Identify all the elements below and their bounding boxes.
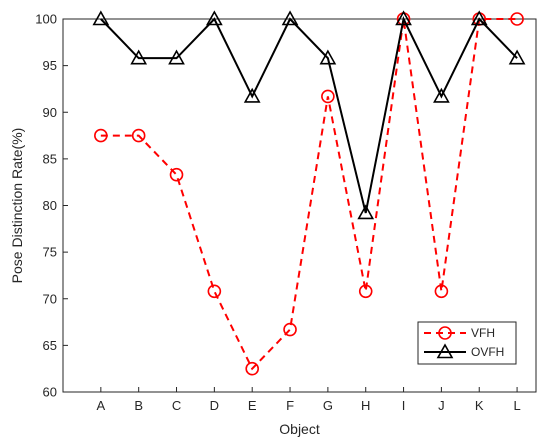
x-axis-label: Object — [279, 421, 320, 437]
y-tick-label: 80 — [43, 198, 57, 213]
legend-ovfh-marker — [436, 343, 454, 359]
legend-vfh-marker — [438, 326, 452, 340]
y-tick-label: 75 — [43, 245, 57, 260]
legend-box — [417, 321, 517, 365]
x-tick-label: L — [513, 398, 520, 413]
series-ovfh-point — [470, 10, 488, 26]
series-ovfh-line — [100, 15, 518, 214]
series-vfh-point — [169, 167, 184, 182]
series-ovfh-point — [205, 10, 223, 26]
legend-ovfh-label: OVFH — [471, 345, 504, 359]
x-tick-label: J — [438, 398, 445, 413]
x-tick-label: E — [248, 398, 257, 413]
series-ovfh-point — [433, 87, 450, 103]
legend-vfh-label: VFH — [471, 326, 495, 340]
y-tick-label: 60 — [43, 385, 57, 400]
x-tick-label: C — [172, 398, 181, 413]
series-vfh-point — [283, 322, 297, 337]
series-ovfh-point — [130, 49, 148, 65]
y-tick-label: 65 — [43, 338, 57, 353]
y-axis-label: Pose Distinction Rate(%) — [9, 128, 25, 284]
series-ovfh-point — [508, 49, 526, 65]
series-vfh-point — [207, 284, 222, 299]
series-vfh-point — [131, 128, 146, 143]
series-vfh-point — [245, 361, 259, 376]
x-tick-label: G — [323, 398, 333, 413]
series-ovfh — [92, 10, 526, 220]
y-axis: 60 65 70 75 80 85 90 95 100 — [35, 12, 68, 400]
series-ovfh-point — [395, 10, 412, 26]
series-vfh-point — [434, 284, 449, 299]
series-vfh-point — [321, 89, 335, 104]
series-ovfh-point — [92, 10, 110, 26]
x-axis: A B C D E F G H I J K L — [97, 387, 521, 413]
legend: VFH OVFH — [417, 321, 517, 365]
series-vfh-point — [94, 128, 108, 143]
y-tick-label: 100 — [35, 12, 57, 27]
series-vfh-line — [100, 18, 518, 371]
series-layer — [92, 10, 526, 376]
y-tick-label: 85 — [43, 151, 57, 166]
series-ovfh-point — [319, 49, 337, 65]
x-tick-label: K — [475, 398, 484, 413]
x-tick-label: B — [134, 398, 143, 413]
series-vfh — [94, 12, 524, 376]
x-tick-label: H — [361, 398, 370, 413]
series-ovfh-point — [168, 49, 185, 65]
x-tick-label: D — [210, 398, 219, 413]
y-tick-label: 90 — [43, 105, 57, 120]
series-ovfh-point — [281, 10, 299, 26]
series-vfh-point — [510, 12, 524, 26]
x-tick-label: I — [402, 398, 406, 413]
y-tick-label: 70 — [43, 291, 57, 306]
series-vfh-point — [358, 284, 373, 299]
y-tick-label: 95 — [43, 58, 57, 73]
x-tick-label: F — [286, 398, 294, 413]
x-tick-label: A — [97, 398, 106, 413]
series-ovfh-point — [243, 87, 261, 103]
series-ovfh-point — [357, 204, 375, 220]
